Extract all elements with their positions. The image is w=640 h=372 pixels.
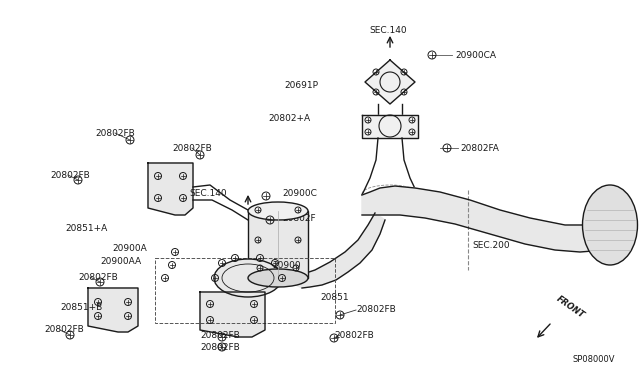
Text: 20900A: 20900A bbox=[112, 244, 147, 253]
Text: 20802FB: 20802FB bbox=[200, 343, 240, 352]
Text: 20900AA: 20900AA bbox=[100, 257, 141, 266]
Polygon shape bbox=[200, 292, 265, 337]
Text: 20802FB: 20802FB bbox=[50, 170, 90, 180]
Text: SP08000V: SP08000V bbox=[573, 356, 615, 365]
Ellipse shape bbox=[582, 185, 637, 265]
Text: 20851+B: 20851+B bbox=[60, 304, 102, 312]
Text: 20802FA: 20802FA bbox=[460, 144, 499, 153]
Text: 20691P: 20691P bbox=[284, 80, 318, 90]
Text: 20802FB: 20802FB bbox=[334, 330, 374, 340]
Text: 20802FB: 20802FB bbox=[78, 273, 118, 282]
Polygon shape bbox=[285, 213, 385, 288]
Bar bbox=[248, 211, 308, 278]
Polygon shape bbox=[88, 288, 138, 332]
Polygon shape bbox=[362, 186, 625, 252]
Polygon shape bbox=[362, 115, 418, 138]
Text: SEC.200: SEC.200 bbox=[472, 241, 509, 250]
Ellipse shape bbox=[214, 259, 282, 297]
Text: 20802FB: 20802FB bbox=[200, 330, 240, 340]
Text: 20900C: 20900C bbox=[282, 189, 317, 198]
Text: SEC.140: SEC.140 bbox=[369, 26, 407, 35]
Text: SEC.140: SEC.140 bbox=[189, 189, 227, 198]
Text: 20802FB: 20802FB bbox=[172, 144, 212, 153]
Text: 20851: 20851 bbox=[320, 294, 349, 302]
Text: 20900CA: 20900CA bbox=[455, 51, 496, 60]
Text: 20802F: 20802F bbox=[282, 214, 316, 222]
Ellipse shape bbox=[248, 202, 308, 220]
Text: 20802FB: 20802FB bbox=[356, 305, 396, 314]
Text: 20900: 20900 bbox=[272, 260, 301, 269]
Text: 20802FB: 20802FB bbox=[95, 128, 135, 138]
Text: 20851+A: 20851+A bbox=[65, 224, 107, 232]
Ellipse shape bbox=[248, 269, 308, 287]
Bar bbox=[155, 258, 335, 323]
Text: 20802+A: 20802+A bbox=[268, 113, 310, 122]
Text: FRONT: FRONT bbox=[555, 294, 586, 320]
Polygon shape bbox=[365, 60, 415, 104]
Polygon shape bbox=[148, 163, 193, 215]
Text: 20802FB: 20802FB bbox=[44, 326, 84, 334]
